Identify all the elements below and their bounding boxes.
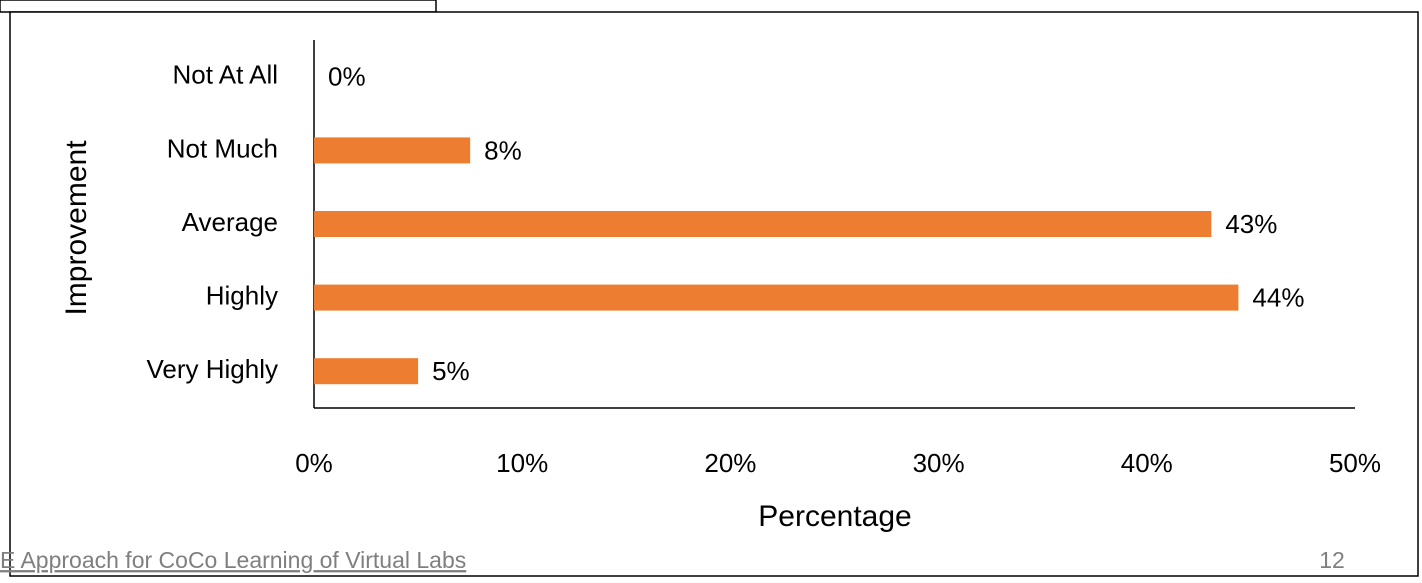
x-tick-label: 40% (1121, 448, 1173, 478)
y-tick-label: Highly (206, 280, 278, 310)
x-tick-label: 0% (295, 448, 333, 478)
page-number: 12 (1319, 547, 1345, 573)
y-tick-label: Average (182, 207, 278, 237)
bar (314, 284, 1239, 311)
x-tick-label: 20% (704, 448, 756, 478)
bar (314, 358, 419, 385)
y-axis-title: Improvement (60, 140, 93, 316)
x-axis-title: Percentage (758, 500, 911, 533)
y-tick-label: Very Highly (147, 354, 279, 384)
bar (314, 211, 1212, 237)
x-tick-label: 30% (913, 448, 965, 478)
data-label: 43% (1225, 209, 1277, 239)
data-label: 44% (1252, 282, 1304, 312)
x-tick-label: 10% (496, 448, 548, 478)
y-tick-label: Not Much (167, 133, 278, 163)
x-tick-label: 50% (1329, 448, 1381, 478)
y-tick-label: Not At All (173, 60, 279, 90)
top-box (0, 0, 437, 13)
data-label: 8% (484, 135, 522, 165)
data-label: 5% (432, 356, 470, 386)
bar (314, 137, 471, 164)
data-label: 0% (328, 62, 366, 92)
footer-text: E Approach for CoCo Learning of Virtual … (0, 547, 466, 573)
